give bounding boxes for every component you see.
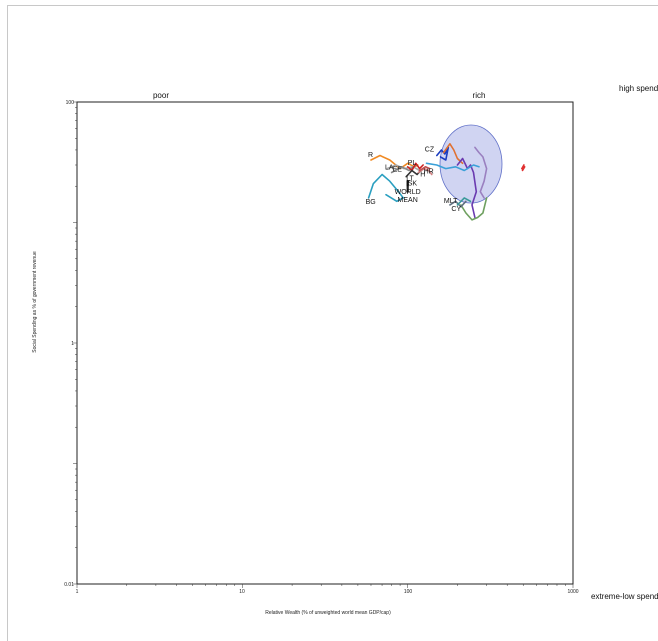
country-label-lt: LT — [406, 176, 414, 183]
series-line-h — [417, 167, 433, 176]
country-label-sk: SK — [408, 181, 418, 188]
country-label-la: LA — [385, 165, 394, 172]
x-tick-label: 1000 — [567, 589, 578, 595]
series-line-unlabeled-14 — [474, 146, 488, 199]
series-line-pl — [406, 162, 424, 172]
series-line-bg — [367, 173, 405, 203]
series-line-unlabeled-17 — [520, 164, 526, 172]
series-line-hr — [418, 166, 431, 172]
country-label-ee: EE — [393, 167, 403, 174]
country-label-h: H — [420, 172, 425, 179]
world-mean-label: WORLD MEAN — [395, 189, 421, 204]
country-label-r: R — [368, 152, 373, 159]
country-label-hr: HR — [424, 169, 434, 176]
series-line-unlabeled-11 — [456, 157, 478, 219]
series-line-unlabeled-10 — [442, 143, 464, 165]
x-tick-label: 10 — [239, 589, 245, 595]
x-tick-label: 1 — [76, 589, 79, 595]
region-label-poor: poor — [153, 91, 169, 100]
y-axis-title: Social Spending as % of government reven… — [32, 251, 38, 353]
series-line-cy — [456, 197, 472, 206]
series-line-unlabeled-13 — [460, 197, 488, 221]
y-tick-label: 100 — [66, 100, 75, 106]
chart-frame — [7, 5, 658, 641]
country-label-pl: PL — [408, 160, 417, 167]
country-label-cz: CZ — [425, 147, 435, 154]
series-line-ee — [390, 164, 417, 174]
country-label-cy: CY — [451, 206, 461, 213]
world-mean-marker: WORLD MEAN — [395, 180, 421, 204]
rich-cluster-ellipse — [439, 124, 503, 204]
x-axis-title: Relative Wealth (% of unweighted world m… — [265, 610, 391, 616]
region-label-extreme-low-spending: extreme-low spending — [591, 592, 658, 601]
x-tick-label: 100 — [404, 589, 413, 595]
y-tick-label: 1 — [71, 341, 74, 347]
region-label-high-spending: high spendi — [619, 84, 658, 93]
series-line-unlabeled-12 — [425, 162, 480, 172]
series-group — [367, 143, 526, 221]
series-line-cz — [435, 146, 450, 161]
country-label-mlt: MLT — [444, 198, 458, 205]
y-tick-label: 0.01 — [64, 582, 74, 588]
country-label-bg: BG — [366, 199, 376, 206]
axis-ticks — [73, 101, 574, 588]
region-label-rich: rich — [473, 91, 486, 100]
